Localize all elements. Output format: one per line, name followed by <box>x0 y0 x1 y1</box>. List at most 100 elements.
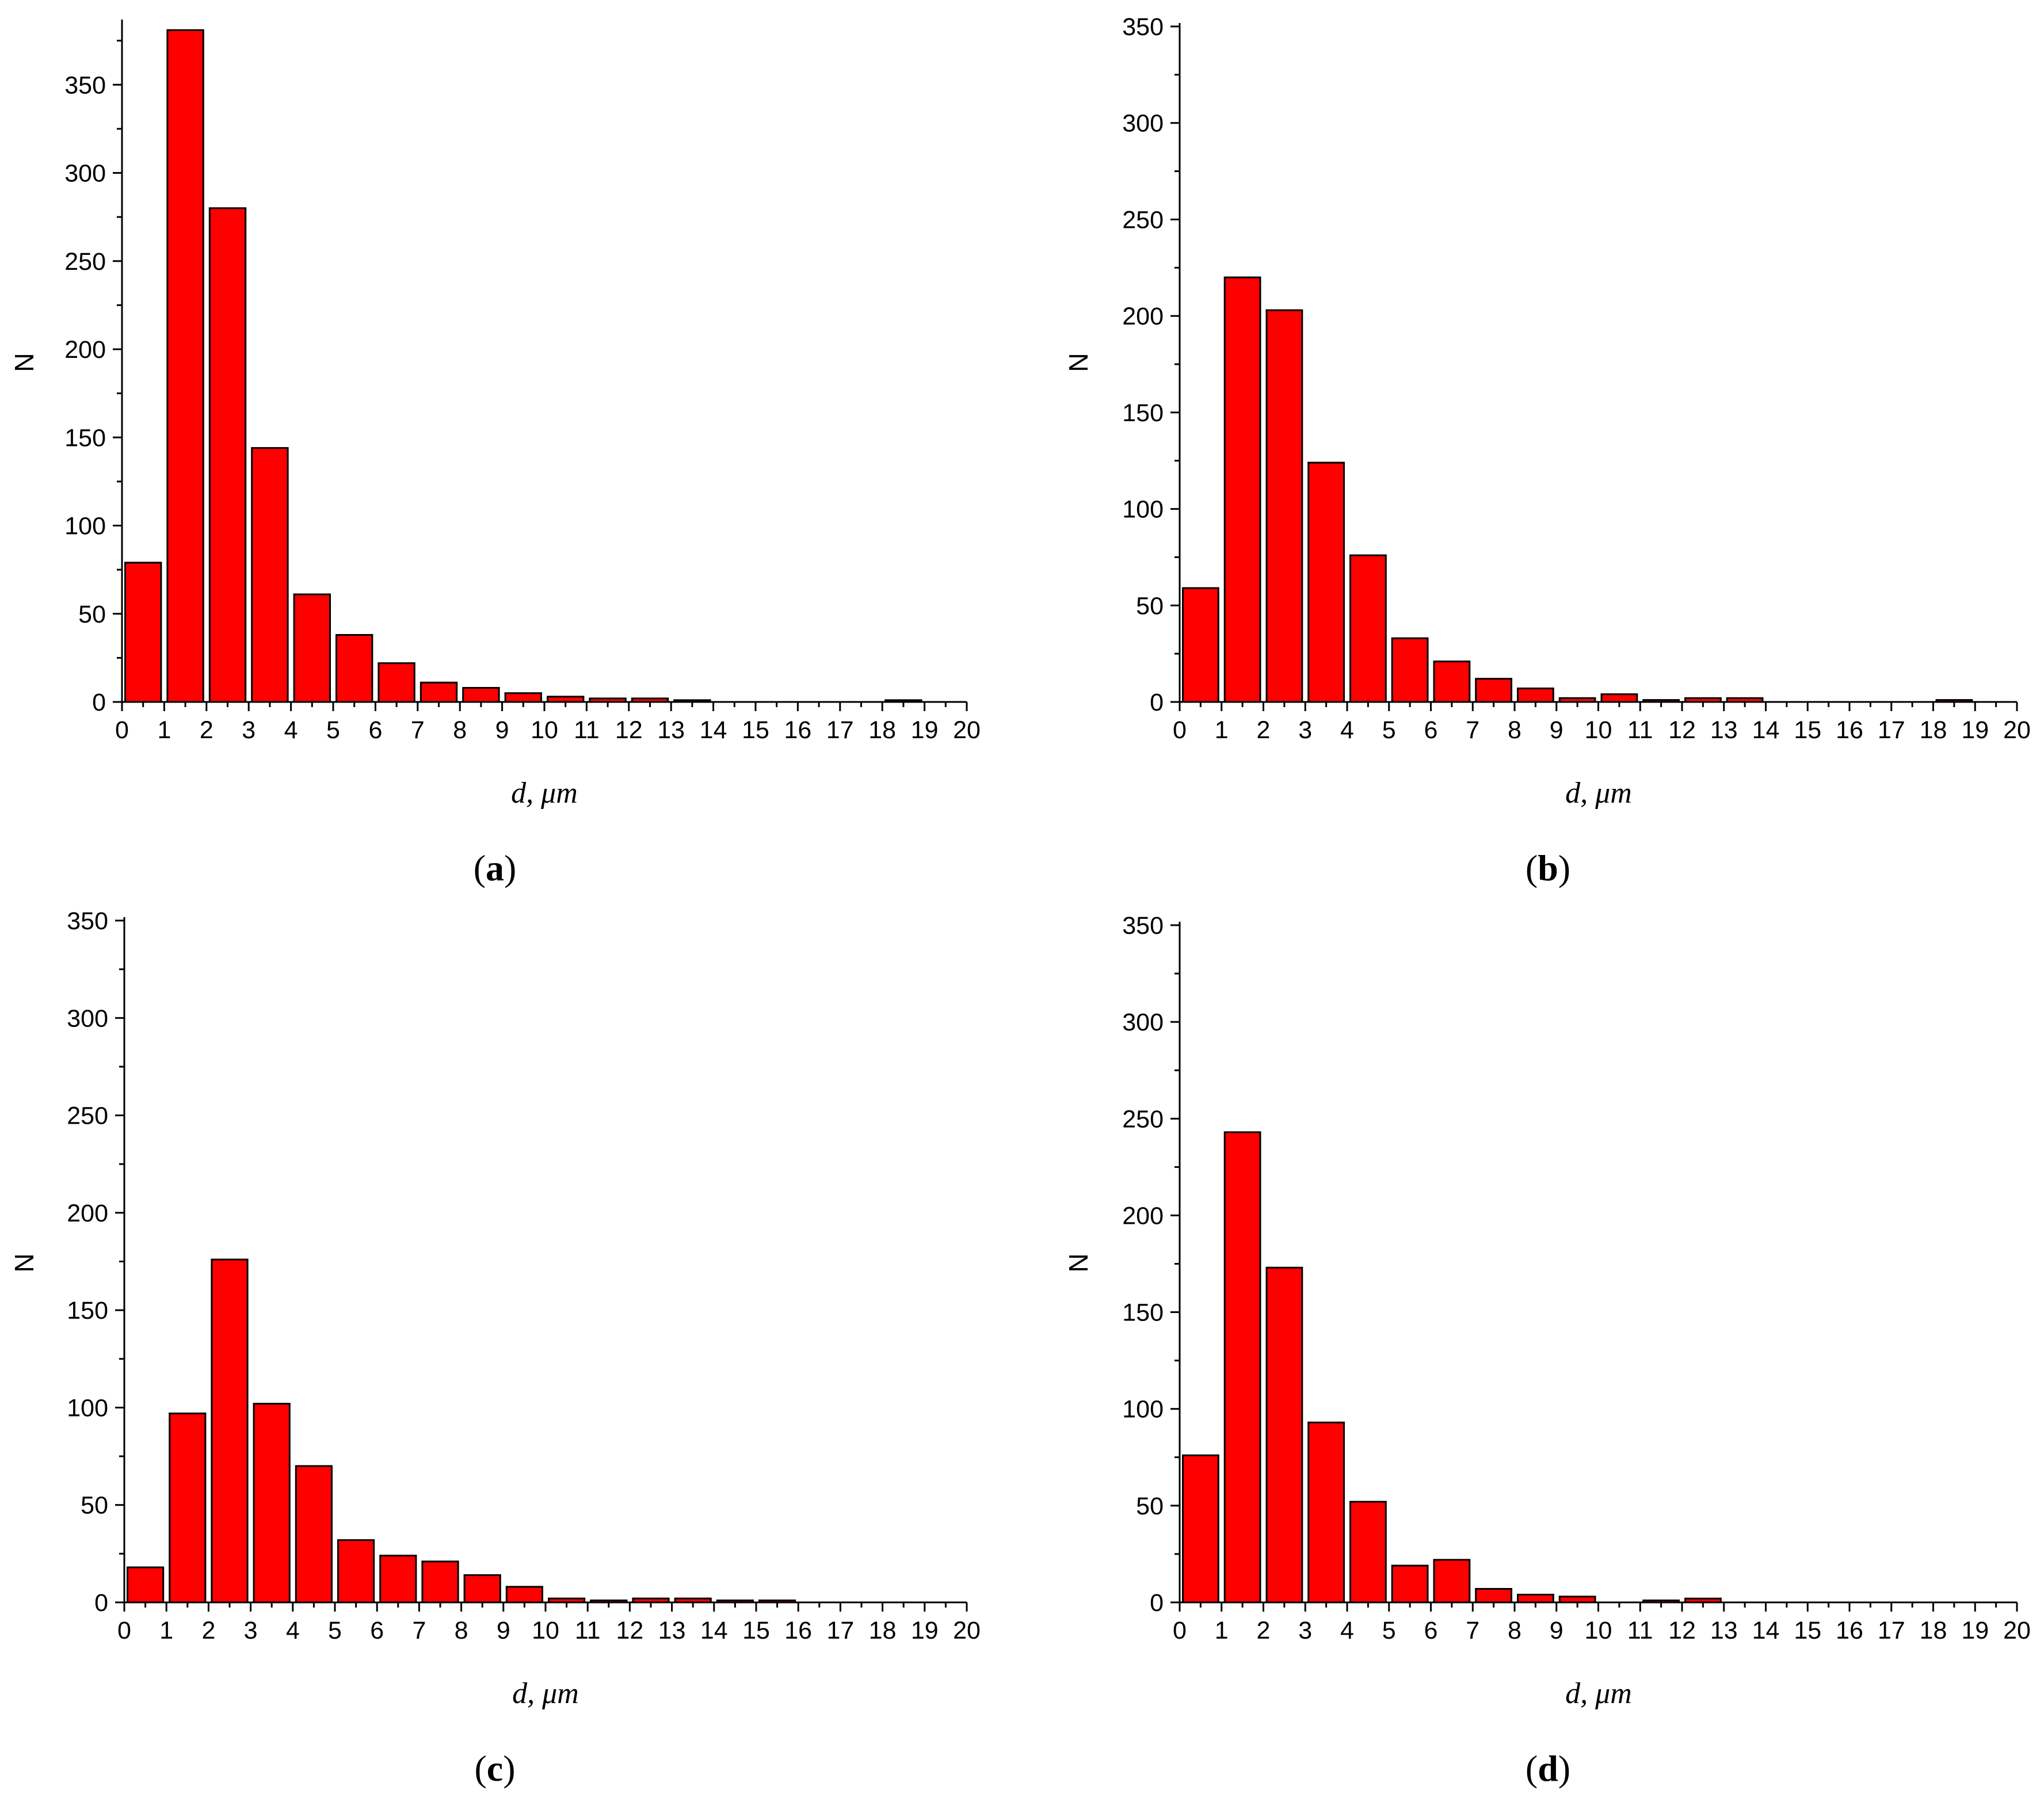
x-tick-label-d-20: 20 <box>2003 1617 2031 1644</box>
caption-letter-b: b <box>1538 848 1558 888</box>
caption-letter-a: a <box>486 848 504 888</box>
x-tick-label-a-3: 3 <box>242 716 255 744</box>
x-tick-label-c-11: 11 <box>575 1617 601 1644</box>
x-tick-label-c-15: 15 <box>742 1617 770 1644</box>
caption-a: (a) <box>474 848 517 888</box>
x-tick-label-c-3: 3 <box>244 1617 258 1644</box>
x-tick-label-b-11: 11 <box>1627 716 1653 744</box>
bar-c-7 <box>421 1560 459 1604</box>
x-tick-label-a-5: 5 <box>326 716 340 744</box>
bar-a-4 <box>293 593 331 703</box>
y-tick-label-d-350: 350 <box>1122 912 1164 940</box>
y-tick-label-b-200: 200 <box>1122 303 1164 330</box>
y-tick-label-d-250: 250 <box>1122 1105 1164 1133</box>
bar-c-1 <box>169 1413 207 1604</box>
x-tick-label-c-16: 16 <box>784 1617 812 1644</box>
x-tick-label-c-9: 9 <box>497 1617 510 1644</box>
x-tick-label-c-8: 8 <box>455 1617 468 1644</box>
y-tick-label-d-300: 300 <box>1122 1009 1164 1036</box>
x-tick-label-a-18: 18 <box>868 716 896 744</box>
x-tick-label-b-0: 0 <box>1173 716 1187 744</box>
bars-c <box>127 1258 796 1604</box>
y-tick-label-c-150: 150 <box>67 1297 108 1324</box>
y-tick-label-c-350: 350 <box>67 907 108 935</box>
y-tick-label-c-100: 100 <box>67 1394 108 1422</box>
x-tick-label-d-17: 17 <box>1878 1617 1905 1644</box>
x-tick-label-b-18: 18 <box>1920 716 1947 744</box>
y-tick-label-c-0: 0 <box>94 1589 108 1617</box>
bar-c-4 <box>295 1465 333 1604</box>
caption-open-c: ( <box>474 1748 486 1789</box>
bar-c-6 <box>379 1555 417 1604</box>
x-tick-label-c-17: 17 <box>826 1617 854 1644</box>
x-tick-label-c-1: 1 <box>159 1617 173 1644</box>
x-tick-label-c-20: 20 <box>953 1617 981 1644</box>
x-tick-label-a-19: 19 <box>911 716 939 744</box>
bar-c-9 <box>505 1586 543 1604</box>
x-tick-label-a-8: 8 <box>453 716 467 744</box>
bar-a-6 <box>377 662 415 703</box>
bar-d-1 <box>1223 1131 1261 1604</box>
x-tick-label-b-5: 5 <box>1382 716 1396 744</box>
y-ticks-d: 0 50 100 150 200 250 300 350 <box>1122 912 1180 1617</box>
x-tick-label-b-9: 9 <box>1550 716 1563 744</box>
bar-d-7 <box>1475 1588 1512 1604</box>
x-tick-label-b-1: 1 <box>1215 716 1229 744</box>
y-axis-label-c: N <box>9 1253 39 1272</box>
caption-letter-d: d <box>1538 1748 1558 1789</box>
x-tick-label-c-19: 19 <box>911 1617 939 1644</box>
y-tick-label-a-200: 200 <box>64 336 106 364</box>
caption-open-a: ( <box>474 848 486 888</box>
x-tick-label-d-13: 13 <box>1710 1617 1738 1644</box>
x-tick-label-d-7: 7 <box>1466 1617 1479 1644</box>
x-tick-label-b-7: 7 <box>1466 716 1479 744</box>
bar-b-0 <box>1182 587 1219 703</box>
bar-d-3 <box>1307 1421 1345 1604</box>
caption-letter-c: c <box>487 1748 503 1789</box>
bar-d-0 <box>1182 1454 1219 1604</box>
y-tick-label-b-300: 300 <box>1122 110 1164 138</box>
axes-c <box>123 917 967 1604</box>
y-tick-label-b-50: 50 <box>1136 592 1164 620</box>
x-tick-label-d-12: 12 <box>1668 1617 1696 1644</box>
caption-open-b: ( <box>1526 848 1538 888</box>
x-axis-label-c: d, μm <box>512 1677 579 1710</box>
x-tick-label-a-16: 16 <box>784 716 811 744</box>
x-tick-label-d-16: 16 <box>1836 1617 1863 1644</box>
y-tick-label-c-200: 200 <box>67 1200 108 1227</box>
bar-d-8 <box>1517 1594 1554 1604</box>
x-tick-label-d-0: 0 <box>1173 1617 1187 1644</box>
bar-d-5 <box>1391 1564 1429 1604</box>
bar-c-0 <box>127 1566 165 1604</box>
x-tick-label-c-18: 18 <box>869 1617 897 1644</box>
x-tick-label-a-1: 1 <box>157 716 171 744</box>
bar-b-6 <box>1433 661 1471 703</box>
x-tick-label-c-13: 13 <box>658 1617 686 1644</box>
x-tick-label-b-6: 6 <box>1424 716 1438 744</box>
caption-d: (d) <box>1526 1748 1570 1789</box>
bar-d-6 <box>1433 1559 1471 1604</box>
caption-b: (b) <box>1526 848 1570 888</box>
x-tick-label-d-15: 15 <box>1794 1617 1821 1644</box>
y-axis-label-a: N <box>9 353 39 372</box>
x-tick-label-b-20: 20 <box>2003 716 2031 744</box>
axes-d <box>1179 922 2017 1604</box>
x-tick-label-d-18: 18 <box>1920 1617 1947 1644</box>
y-tick-label-a-350: 350 <box>64 71 106 99</box>
y-tick-label-b-350: 350 <box>1122 13 1164 41</box>
x-tick-label-b-4: 4 <box>1340 716 1354 744</box>
x-tick-label-c-2: 2 <box>201 1617 215 1644</box>
x-tick-label-a-14: 14 <box>700 716 727 744</box>
bar-b-7 <box>1475 678 1512 703</box>
bar-b-10 <box>1600 693 1638 703</box>
x-tick-label-a-17: 17 <box>826 716 854 744</box>
bar-c-5 <box>337 1539 375 1604</box>
x-tick-label-b-10: 10 <box>1585 716 1612 744</box>
x-tick-label-d-6: 6 <box>1424 1617 1438 1644</box>
x-tick-label-d-11: 11 <box>1627 1617 1653 1644</box>
bars-b <box>1182 276 1973 703</box>
x-tick-label-c-10: 10 <box>532 1617 559 1644</box>
